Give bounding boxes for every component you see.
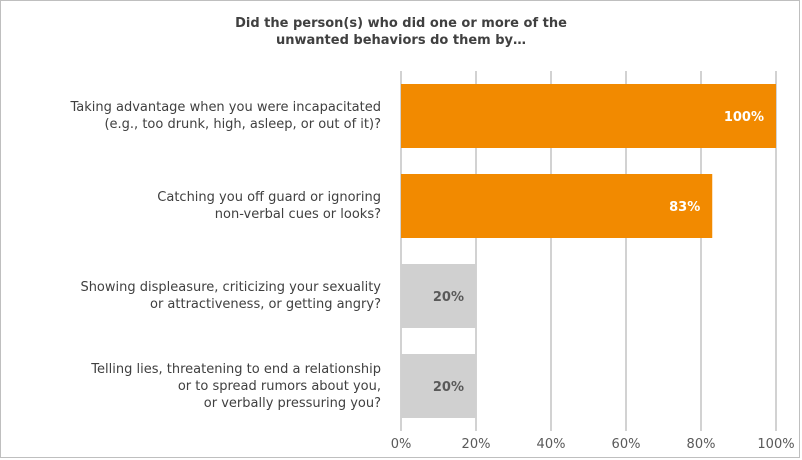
x-tick-label: 60% xyxy=(612,437,641,452)
bar xyxy=(401,174,713,238)
category-label: Taking advantage when you were incapacit… xyxy=(70,100,381,132)
category-label: Catching you off guard or ignoring non-v… xyxy=(157,190,381,222)
category-label: Showing displeasure, criticizing your se… xyxy=(80,280,381,312)
x-tick-label: 20% xyxy=(462,437,491,452)
x-tick-label: 40% xyxy=(537,437,566,452)
x-tick-label: 0% xyxy=(391,437,412,452)
bar-value-label: 20% xyxy=(433,290,464,305)
bar xyxy=(401,84,776,148)
bar xyxy=(401,264,476,328)
x-tick-label: 100% xyxy=(757,437,794,452)
chart-title: Did the person(s) who did one or more of… xyxy=(235,16,567,48)
category-label: Telling lies, threatening to end a relat… xyxy=(91,361,381,411)
bar-value-label: 83% xyxy=(669,200,700,215)
bar-value-label: 100% xyxy=(724,110,764,125)
x-tick-label: 80% xyxy=(687,437,716,452)
bar-value-label: 20% xyxy=(433,380,464,395)
bar xyxy=(401,354,476,418)
